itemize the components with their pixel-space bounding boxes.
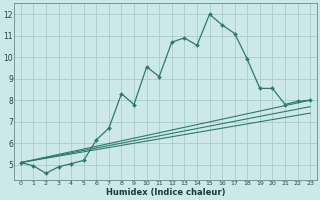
X-axis label: Humidex (Indice chaleur): Humidex (Indice chaleur): [106, 188, 225, 197]
